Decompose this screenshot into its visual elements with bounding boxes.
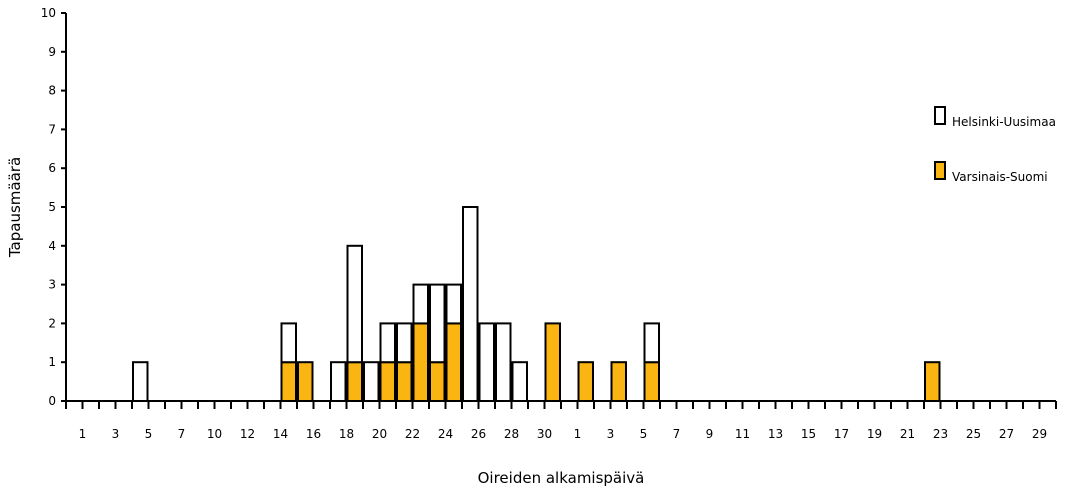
y-tick-label: 1 <box>48 355 56 369</box>
y-axis-title: Tapausmäärä <box>6 157 24 258</box>
x-tick-label: 18 <box>339 427 354 441</box>
y-tick-label: 9 <box>48 45 56 59</box>
bar-varsinais-suomi <box>297 361 314 403</box>
legend-swatch <box>934 106 946 125</box>
bar-helsinki-uusimaa <box>280 322 297 364</box>
bar-helsinki-uusimaa <box>132 361 149 403</box>
y-tick-label: 8 <box>48 84 56 98</box>
bar-varsinais-suomi <box>544 322 561 402</box>
bar-helsinki-uusimaa <box>511 361 528 403</box>
bar-helsinki-uusimaa <box>330 361 347 403</box>
bar-varsinais-suomi <box>346 361 363 403</box>
x-tick-label: 1 <box>574 427 582 441</box>
bar-varsinais-suomi <box>280 361 297 403</box>
x-tick-label: 11 <box>735 427 750 441</box>
x-tick-label: 22 <box>405 427 420 441</box>
x-ticks-group: 1 3 5 7 10 12 14 16 18 20 22 24 26 28 30 1 3 5 7 9 11 13 15 17 1… <box>65 401 1057 441</box>
bar-varsinais-suomi <box>412 322 429 402</box>
bar-helsinki-uusimaa <box>379 322 396 364</box>
y-tick-label: 5 <box>48 200 56 214</box>
bar-helsinki-uusimaa <box>643 322 660 364</box>
bar-helsinki-uusimaa <box>412 283 429 325</box>
bar-helsinki-uusimaa <box>396 322 413 364</box>
legend: Helsinki-Uusimaa Varsinais-Suomi <box>934 106 1056 184</box>
bar-varsinais-suomi <box>396 361 413 403</box>
x-axis-title: Oireiden alkamispäivä <box>478 469 645 487</box>
x-tick-label: 26 <box>471 427 486 441</box>
x-tick-label: 29 <box>1032 427 1047 441</box>
x-tick-label: 21 <box>900 427 915 441</box>
bar-helsinki-uusimaa <box>445 283 462 325</box>
bar-varsinais-suomi <box>577 361 594 403</box>
legend-label: Helsinki-Uusimaa <box>952 115 1056 129</box>
y-tick-label: 2 <box>48 316 56 330</box>
bar-varsinais-suomi <box>429 361 446 403</box>
x-tick-label: 5 <box>640 427 648 441</box>
x-tick-label: 24 <box>438 427 453 441</box>
x-tick-label: 7 <box>673 427 681 441</box>
x-tick-label: 3 <box>112 427 120 441</box>
bar-helsinki-uusimaa <box>363 361 380 403</box>
x-tick-label: 16 <box>306 427 321 441</box>
bars-group <box>132 206 941 403</box>
bar-varsinais-suomi <box>924 361 941 403</box>
x-tick-label: 27 <box>999 427 1014 441</box>
x-tick-label: 7 <box>178 427 186 441</box>
x-tick-label: 15 <box>801 427 816 441</box>
x-tick-label: 23 <box>933 427 948 441</box>
x-tick-label: 3 <box>607 427 615 441</box>
x-tick-label: 14 <box>273 427 288 441</box>
x-tick-label: 30 <box>537 427 552 441</box>
x-tick-label: 12 <box>240 427 255 441</box>
bar-varsinais-suomi <box>610 361 627 403</box>
x-tick-label: 17 <box>834 427 849 441</box>
bar-helsinki-uusimaa <box>462 206 479 402</box>
bar-varsinais-suomi <box>445 322 462 402</box>
x-tick-label: 1 <box>79 427 87 441</box>
x-tick-label: 13 <box>768 427 783 441</box>
x-tick-label: 28 <box>504 427 519 441</box>
y-tick-label: 0 <box>48 394 56 408</box>
bar-helsinki-uusimaa <box>478 322 495 402</box>
y-ticks-group: 0 1 2 3 4 5 6 7 8 9 10 <box>41 6 66 408</box>
y-tick-label: 10 <box>41 6 56 20</box>
legend-label: Varsinais-Suomi <box>952 170 1048 184</box>
x-tick-label: 10 <box>207 427 222 441</box>
y-tick-label: 7 <box>48 122 56 136</box>
y-tick-label: 3 <box>48 278 56 292</box>
legend-swatch <box>934 161 946 180</box>
y-tick-label: 4 <box>48 239 56 253</box>
y-tick-label: 6 <box>48 161 56 175</box>
bar-varsinais-suomi <box>379 361 396 403</box>
x-tick-label: 9 <box>706 427 714 441</box>
x-tick-label: 5 <box>145 427 153 441</box>
x-tick-label: 19 <box>867 427 882 441</box>
x-tick-label: 20 <box>372 427 387 441</box>
bar-helsinki-uusimaa <box>495 322 512 402</box>
x-tick-label: 25 <box>966 427 981 441</box>
bar-helsinki-uusimaa <box>346 244 363 364</box>
bar-varsinais-suomi <box>643 361 660 403</box>
bar-helsinki-uusimaa <box>429 283 446 364</box>
